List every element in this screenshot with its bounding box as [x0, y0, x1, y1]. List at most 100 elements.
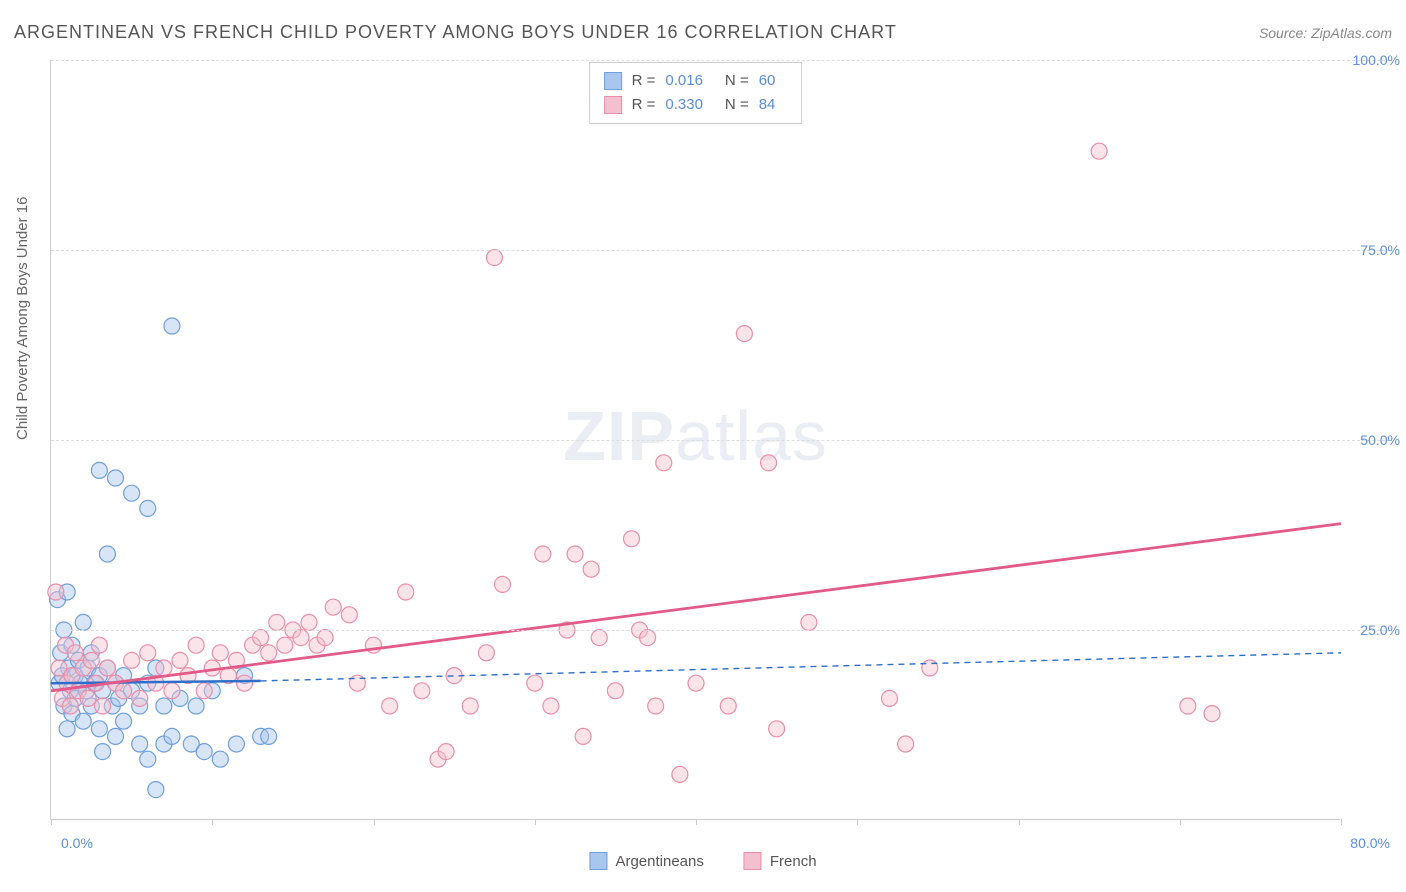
scatter-point	[75, 713, 91, 729]
scatter-point	[116, 713, 132, 729]
scatter-point	[228, 736, 244, 752]
scatter-point	[188, 698, 204, 714]
scatter-point	[62, 698, 78, 714]
x-axis-max-label: 80.0%	[1350, 835, 1390, 851]
legend-label-0: Argentineans	[615, 853, 703, 870]
bottom-legend: Argentineans French	[589, 852, 816, 870]
scatter-point	[124, 485, 140, 501]
scatter-point	[172, 652, 188, 668]
scatter-point	[543, 698, 559, 714]
scatter-point	[91, 721, 107, 737]
scatter-point	[196, 744, 212, 760]
scatter-point	[1204, 706, 1220, 722]
scatter-point	[108, 728, 124, 744]
scatter-point	[108, 470, 124, 486]
trend-line	[51, 524, 1341, 691]
scatter-point	[495, 576, 511, 592]
scatter-point	[116, 683, 132, 699]
scatter-point	[156, 698, 172, 714]
scatter-point	[95, 744, 111, 760]
scatter-point	[769, 721, 785, 737]
scatter-point	[478, 645, 494, 661]
scatter-point	[83, 652, 99, 668]
scatter-point	[801, 614, 817, 630]
scatter-point	[164, 683, 180, 699]
scatter-point	[261, 645, 277, 661]
x-tick	[535, 819, 536, 825]
title-bar: ARGENTINEAN VS FRENCH CHILD POVERTY AMON…	[14, 22, 1392, 43]
chart-title: ARGENTINEAN VS FRENCH CHILD POVERTY AMON…	[14, 22, 897, 43]
scatter-point	[922, 660, 938, 676]
scatter-point	[99, 546, 115, 562]
scatter-point	[132, 690, 148, 706]
scatter-point	[535, 546, 551, 562]
scatter-point	[301, 614, 317, 630]
scatter-point	[48, 584, 64, 600]
scatter-point	[575, 728, 591, 744]
x-tick	[1341, 819, 1342, 825]
source-attribution: Source: ZipAtlas.com	[1259, 25, 1392, 41]
scatter-point	[656, 455, 672, 471]
gridline-h	[51, 250, 1390, 251]
plot-area: ZIPatlas R = 0.016 N = 60 R = 0.330 N = …	[50, 60, 1340, 820]
scatter-point	[398, 584, 414, 600]
gridline-h	[51, 630, 1390, 631]
scatter-point	[1180, 698, 1196, 714]
scatter-point	[736, 326, 752, 342]
scatter-point	[164, 728, 180, 744]
scatter-point	[75, 614, 91, 630]
x-tick	[212, 819, 213, 825]
scatter-point	[91, 462, 107, 478]
x-tick	[374, 819, 375, 825]
scatter-point	[80, 690, 96, 706]
y-tick-label: 25.0%	[1345, 622, 1400, 638]
trend-line-extrapolated	[261, 653, 1341, 681]
y-tick-label: 50.0%	[1345, 432, 1400, 448]
scatter-point	[261, 728, 277, 744]
scatter-point	[212, 751, 228, 767]
scatter-point	[591, 630, 607, 646]
scatter-point	[414, 683, 430, 699]
scatter-point	[237, 675, 253, 691]
scatter-point	[325, 599, 341, 615]
legend-swatch-1	[744, 852, 762, 870]
scatter-point	[640, 630, 656, 646]
scatter-point	[132, 736, 148, 752]
scatter-point	[486, 250, 502, 266]
scatter-point	[624, 531, 640, 547]
scatter-point	[196, 683, 212, 699]
scatter-point	[607, 683, 623, 699]
y-tick-label: 75.0%	[1345, 242, 1400, 258]
scatter-point	[583, 561, 599, 577]
x-tick	[51, 819, 52, 825]
y-tick-label: 100.0%	[1345, 52, 1400, 68]
scatter-point	[269, 614, 285, 630]
scatter-point	[140, 500, 156, 516]
scatter-point	[438, 744, 454, 760]
scatter-point	[212, 645, 228, 661]
scatter-point	[293, 630, 309, 646]
scatter-point	[898, 736, 914, 752]
scatter-point	[59, 721, 75, 737]
scatter-point	[148, 782, 164, 798]
legend-label-1: French	[770, 853, 817, 870]
scatter-point	[672, 766, 688, 782]
scatter-point	[567, 546, 583, 562]
scatter-point	[317, 630, 333, 646]
scatter-point	[253, 630, 269, 646]
x-tick	[857, 819, 858, 825]
scatter-point	[277, 637, 293, 653]
scatter-point	[720, 698, 736, 714]
scatter-point	[156, 660, 172, 676]
y-axis-title: Child Poverty Among Boys Under 16	[14, 197, 31, 440]
scatter-point	[99, 660, 115, 676]
x-tick	[1019, 819, 1020, 825]
scatter-point	[1091, 143, 1107, 159]
scatter-point	[648, 698, 664, 714]
legend-swatch-0	[589, 852, 607, 870]
scatter-point	[140, 645, 156, 661]
scatter-point	[462, 698, 478, 714]
scatter-point	[382, 698, 398, 714]
x-tick	[696, 819, 697, 825]
scatter-point	[688, 675, 704, 691]
